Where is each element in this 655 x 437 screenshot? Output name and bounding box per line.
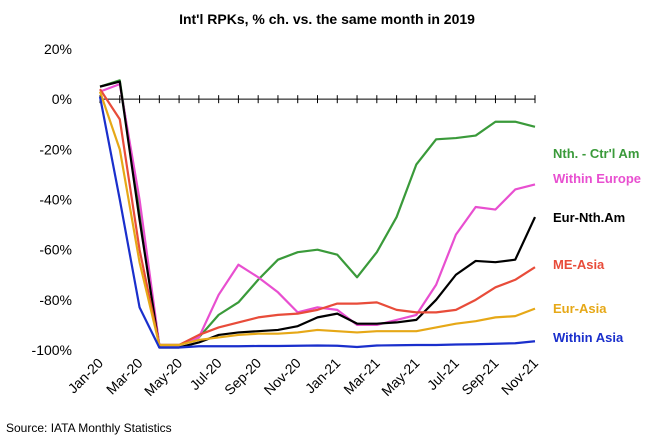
y-tick-label: -80%: [39, 292, 72, 308]
series-line: [99, 79, 536, 347]
legend-label: ME-Asia: [553, 257, 605, 272]
y-tick-label: -60%: [39, 242, 72, 258]
x-tick-label: Nov-20: [261, 355, 304, 398]
legend-label: Eur-Nth.Am: [553, 210, 625, 225]
y-tick-label: -100%: [32, 342, 72, 358]
legend-label: Nth. - Ctr'l Am: [553, 146, 639, 161]
x-tick-label: Jul-20: [186, 355, 224, 393]
y-tick-label: 0%: [52, 91, 72, 107]
y-tick-label: 20%: [44, 41, 72, 57]
x-tick-label: Jul-21: [424, 355, 462, 393]
series-line: [98, 91, 536, 347]
legend-label: Within Europe: [553, 171, 641, 186]
x-tick-label: Jan-20: [65, 355, 107, 397]
x-tick-label: May-20: [141, 355, 185, 399]
y-tick-label: -20%: [39, 141, 72, 157]
series-line: [98, 96, 536, 349]
series-line: [99, 83, 536, 347]
x-tick-label: Mar-21: [340, 355, 383, 398]
y-tick-label: -40%: [39, 192, 72, 208]
x-tick-label: May-21: [378, 355, 422, 399]
legend-label: Eur-Asia: [553, 301, 607, 316]
x-tick-label: Nov-21: [498, 355, 541, 398]
x-tick-label: Sep-20: [221, 355, 264, 398]
legend-label: Within Asia: [553, 330, 624, 345]
x-tick-label: Jan-21: [302, 355, 344, 397]
source: Source: IATA Monthly Statistics: [6, 421, 172, 435]
x-tick-label: Sep-21: [458, 355, 501, 398]
x-tick-label: Mar-20: [103, 355, 146, 398]
chart-title: Int'l RPKs, % ch. vs. the same month in …: [179, 11, 475, 27]
